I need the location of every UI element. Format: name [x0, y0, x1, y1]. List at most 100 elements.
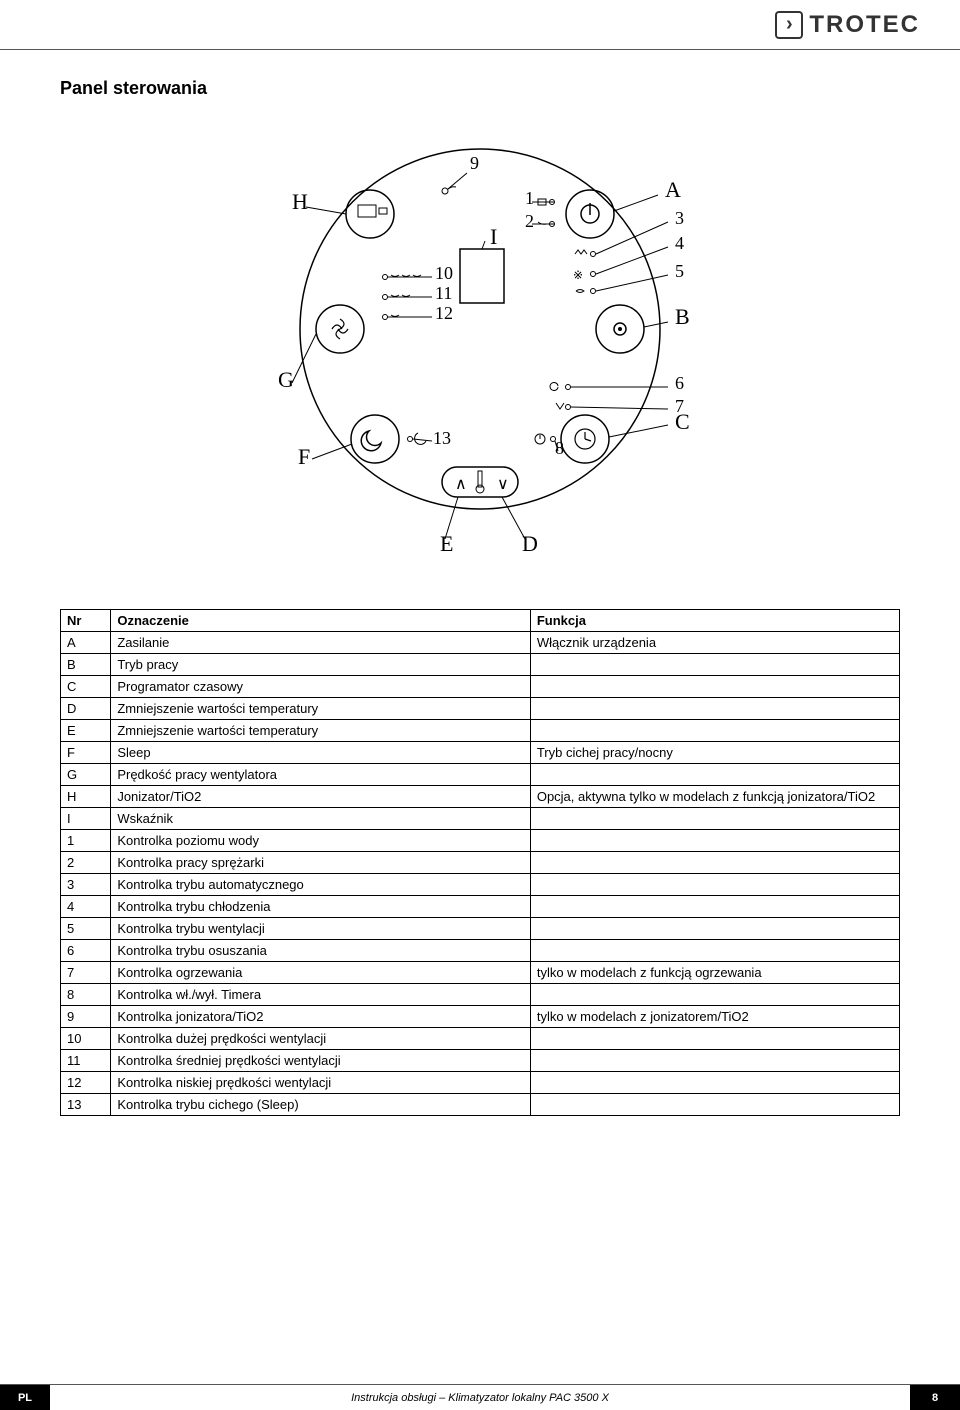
table-row: EZmniejszenie wartości temperatury: [61, 720, 900, 742]
table-cell: 12: [61, 1072, 111, 1094]
table-row: FSleepTryb cichej pracy/nocny: [61, 742, 900, 764]
table-cell: [530, 1094, 899, 1116]
table-cell: [530, 698, 899, 720]
diagram-label-5: 5: [675, 261, 684, 281]
table-row: 6Kontrolka trybu osuszania: [61, 940, 900, 962]
table-cell: [530, 874, 899, 896]
table-row: 1Kontrolka poziomu wody: [61, 830, 900, 852]
legend-table: Nr Oznaczenie Funkcja AZasilanieWłącznik…: [60, 609, 900, 1116]
table-cell: [530, 940, 899, 962]
diagram-label-I: I: [490, 224, 497, 249]
table-row: BTryb pracy: [61, 654, 900, 676]
diagram-label-G: G: [278, 367, 294, 392]
table-cell: 13: [61, 1094, 111, 1116]
svg-text:∨: ∨: [497, 476, 509, 493]
diagram-label-10: 10: [435, 263, 453, 283]
table-cell: 8: [61, 984, 111, 1006]
table-cell: Sleep: [111, 742, 531, 764]
table-cell: Programator czasowy: [111, 676, 531, 698]
table-cell: 3: [61, 874, 111, 896]
table-cell: 2: [61, 852, 111, 874]
table-cell: Kontrolka trybu automatycznego: [111, 874, 531, 896]
table-header-row: Nr Oznaczenie Funkcja: [61, 610, 900, 632]
table-cell: 4: [61, 896, 111, 918]
table-row: 2Kontrolka pracy sprężarki: [61, 852, 900, 874]
table-cell: [530, 654, 899, 676]
table-cell: Zasilanie: [111, 632, 531, 654]
chevron-right-icon: ›: [775, 11, 803, 39]
diagram-label-2: 2: [525, 211, 534, 231]
table-row: 13Kontrolka trybu cichego (Sleep): [61, 1094, 900, 1116]
diagram-label-12: 12: [435, 303, 453, 323]
table-cell: [530, 676, 899, 698]
table-cell: [530, 852, 899, 874]
table-cell: G: [61, 764, 111, 786]
diagram-label-A: A: [665, 177, 681, 202]
table-cell: Kontrolka trybu wentylacji: [111, 918, 531, 940]
table-cell: F: [61, 742, 111, 764]
page-header: › TROTEC: [0, 0, 960, 50]
diagram-label-1: 1: [525, 188, 534, 208]
table-cell: Zmniejszenie wartości temperatury: [111, 698, 531, 720]
diagram-label-E: E: [440, 531, 453, 556]
table-row: DZmniejszenie wartości temperatury: [61, 698, 900, 720]
diagram-label-D: D: [522, 531, 538, 556]
table-row: 8Kontrolka wł./wył. Timera: [61, 984, 900, 1006]
table-cell: [530, 1050, 899, 1072]
table-cell: Tryb cichej pracy/nocny: [530, 742, 899, 764]
table-cell: 5: [61, 918, 111, 940]
table-cell: 11: [61, 1050, 111, 1072]
table-cell: Kontrolka jonizatora/TiO2: [111, 1006, 531, 1028]
table-row: 4Kontrolka trybu chłodzenia: [61, 896, 900, 918]
table-cell: Kontrolka dużej prędkości wentylacji: [111, 1028, 531, 1050]
table-cell: Kontrolka niskiej prędkości wentylacji: [111, 1072, 531, 1094]
table-cell: B: [61, 654, 111, 676]
diagram-label-8: 8: [555, 438, 564, 458]
diagram-label-F: F: [298, 444, 310, 469]
table-cell: tylko w modelach z funkcją ogrzewania: [530, 962, 899, 984]
table-cell: Jonizator/TiO2: [111, 786, 531, 808]
page-footer: PL Instrukcja obsługi – Klimatyzator lok…: [0, 1384, 960, 1410]
table-cell: Kontrolka średniej prędkości wentylacji: [111, 1050, 531, 1072]
table-cell: [530, 984, 899, 1006]
table-cell: Włącznik urządzenia: [530, 632, 899, 654]
diagram-label-11: 11: [435, 283, 452, 303]
table-cell: Kontrolka wł./wył. Timera: [111, 984, 531, 1006]
diagram-label-B: B: [675, 304, 690, 329]
col-funkcja: Funkcja: [530, 610, 899, 632]
table-cell: E: [61, 720, 111, 742]
table-cell: Kontrolka trybu chłodzenia: [111, 896, 531, 918]
table-row: 5Kontrolka trybu wentylacji: [61, 918, 900, 940]
brand-name: TROTEC: [809, 11, 920, 39]
table-cell: 6: [61, 940, 111, 962]
table-row: 7Kontrolka ogrzewaniatylko w modelach z …: [61, 962, 900, 984]
table-row: 11Kontrolka średniej prędkości wentylacj…: [61, 1050, 900, 1072]
table-cell: [530, 918, 899, 940]
table-cell: [530, 720, 899, 742]
table-cell: Kontrolka trybu osuszania: [111, 940, 531, 962]
footer-title: Instrukcja obsługi – Klimatyzator lokaln…: [50, 1392, 910, 1404]
table-cell: 10: [61, 1028, 111, 1050]
diagram-label-6: 6: [675, 373, 684, 393]
table-cell: A: [61, 632, 111, 654]
col-nr: Nr: [61, 610, 111, 632]
brand-logo: › TROTEC: [775, 11, 920, 39]
diagram-label-4: 4: [675, 233, 684, 253]
table-row: 9Kontrolka jonizatora/TiO2tylko w modela…: [61, 1006, 900, 1028]
diagram-label-13: 13: [433, 428, 451, 448]
table-cell: [530, 808, 899, 830]
table-row: AZasilanieWłącznik urządzenia: [61, 632, 900, 654]
table-cell: I: [61, 808, 111, 830]
table-cell: [530, 764, 899, 786]
col-oznaczenie: Oznaczenie: [111, 610, 531, 632]
table-cell: Kontrolka trybu cichego (Sleep): [111, 1094, 531, 1116]
table-cell: Zmniejszenie wartości temperatury: [111, 720, 531, 742]
table-row: 10Kontrolka dużej prędkości wentylacji: [61, 1028, 900, 1050]
diagram-label-3: 3: [675, 208, 684, 228]
table-cell: 1: [61, 830, 111, 852]
table-cell: Kontrolka pracy sprężarki: [111, 852, 531, 874]
table-cell: Tryb pracy: [111, 654, 531, 676]
table-cell: Kontrolka poziomu wody: [111, 830, 531, 852]
table-row: CProgramator czasowy: [61, 676, 900, 698]
table-row: 12Kontrolka niskiej prędkości wentylacji: [61, 1072, 900, 1094]
